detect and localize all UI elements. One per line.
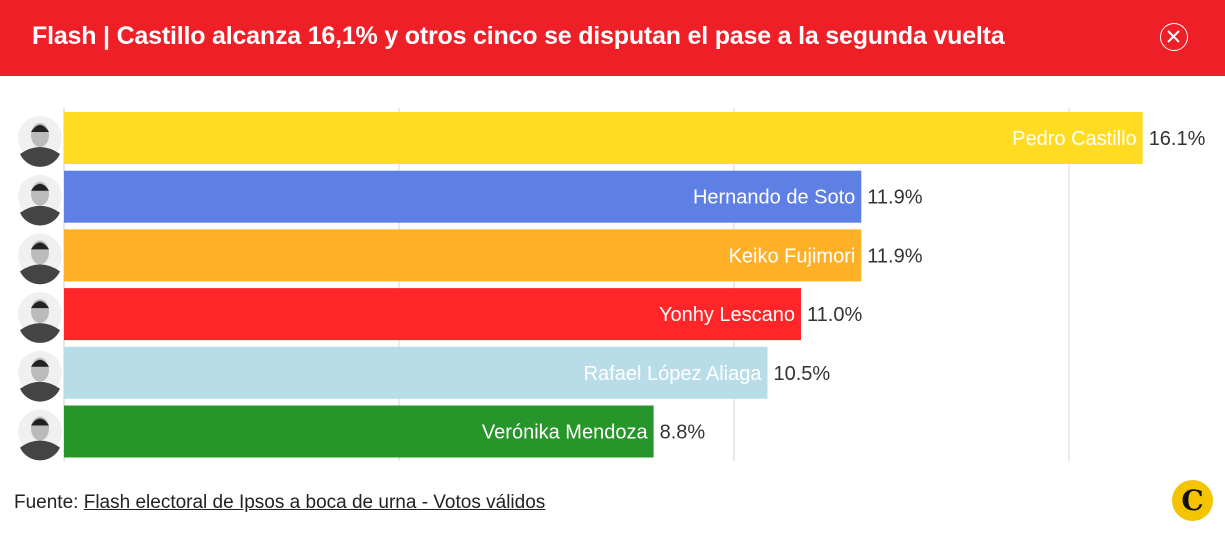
bar <box>64 229 862 282</box>
bar-value-label: 16.1% <box>1149 128 1206 150</box>
bar <box>64 346 768 399</box>
bar <box>64 405 654 458</box>
close-button[interactable] <box>1160 23 1188 51</box>
candidate-avatar <box>18 409 62 461</box>
candidate-avatar <box>18 292 62 343</box>
bar-value-label: 8.8% <box>660 422 706 444</box>
bar-value-label: 10.5% <box>774 363 831 385</box>
candidate-avatar <box>18 116 62 167</box>
bar-category-label: Pedro Castillo <box>1012 128 1137 150</box>
bar-value-label: 11.0% <box>807 304 862 326</box>
bar-value-label: 11.9% <box>867 187 922 209</box>
page-title: Flash | Castillo alcanza 16,1% y otros c… <box>32 22 1005 50</box>
candidate-avatar <box>18 174 62 226</box>
header: Flash | Castillo alcanza 16,1% y otros c… <box>0 0 1225 76</box>
bar-category-label: Rafael López Aliaga <box>584 363 763 385</box>
bar-value-label: 11.9% <box>867 245 922 267</box>
bar-category-label: Keiko Fujimori <box>729 245 856 267</box>
bar-category-label: Hernando de Soto <box>693 187 855 209</box>
close-icon <box>1167 30 1180 43</box>
bar <box>64 112 1143 164</box>
bar-category-label: Verónika Mendoza <box>482 422 649 444</box>
source-prefix: Fuente: <box>14 492 84 513</box>
candidate-avatar <box>18 233 62 285</box>
bar <box>64 170 862 223</box>
source-line: Fuente: Flash electoral de Ipsos a boca … <box>14 492 545 514</box>
el-comercio-logo: C <box>1172 480 1213 521</box>
bar-category-label: Yonhy Lescano <box>659 304 795 326</box>
candidate-avatar <box>18 350 62 402</box>
bar <box>64 288 801 341</box>
source-link[interactable]: Flash electoral de Ipsos a boca de urna … <box>83 492 546 513</box>
bar-chart: Pedro Castillo 16.1% Hernando de Soto 11.9%… <box>18 108 1206 461</box>
